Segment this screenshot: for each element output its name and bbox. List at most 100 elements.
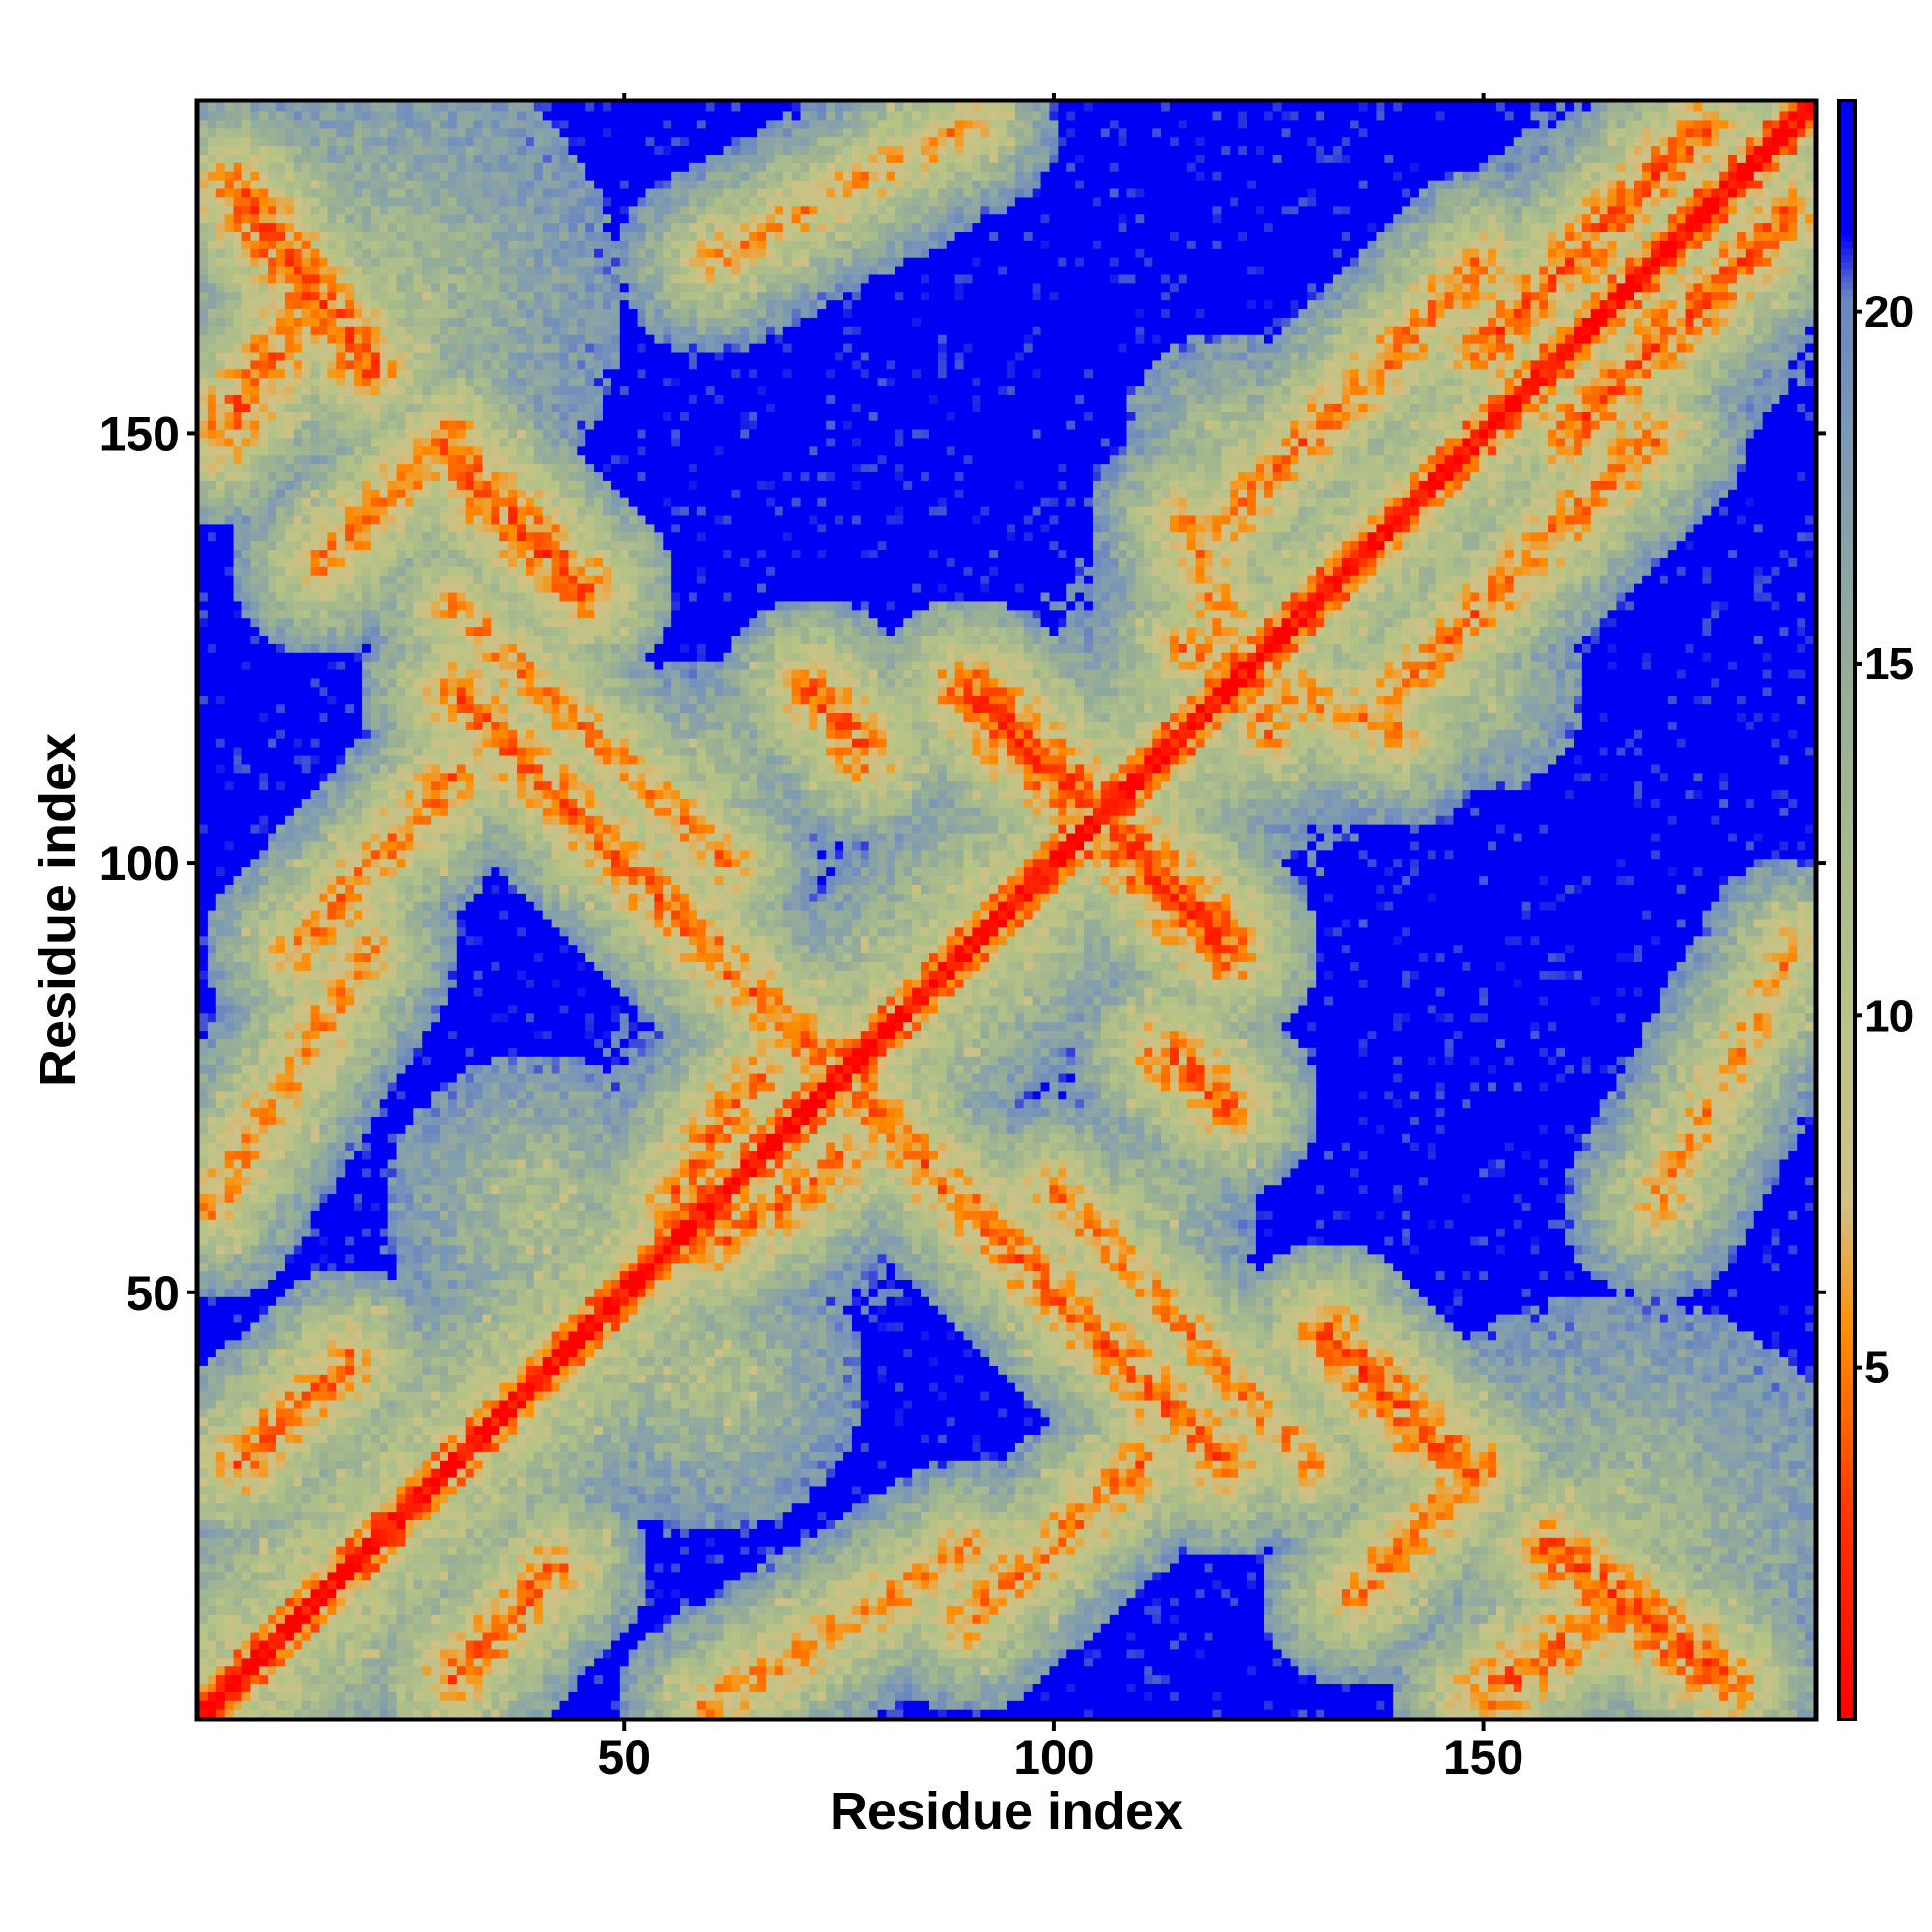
heatmap-cell bbox=[1797, 1632, 1805, 1640]
heatmap-cell bbox=[1033, 1546, 1041, 1554]
heatmap-cell bbox=[1093, 1546, 1101, 1554]
heatmap-cell bbox=[1522, 1675, 1531, 1684]
heatmap-cell bbox=[362, 1512, 371, 1520]
heatmap-cell bbox=[276, 1640, 285, 1649]
heatmap-cell bbox=[242, 1580, 250, 1589]
heatmap-cell bbox=[1298, 1614, 1307, 1623]
heatmap-cell bbox=[1152, 1554, 1161, 1563]
heatmap-cell bbox=[749, 1597, 757, 1605]
heatmap-cell bbox=[964, 1632, 973, 1640]
heatmap-cell bbox=[371, 1563, 380, 1572]
heatmap-cell bbox=[1333, 1503, 1342, 1512]
heatmap-cell bbox=[1788, 1563, 1797, 1572]
heatmap-cell bbox=[1144, 1494, 1152, 1503]
heatmap-cell bbox=[1677, 1563, 1686, 1572]
heatmap-cell bbox=[1101, 1614, 1110, 1623]
heatmap-cell bbox=[1093, 1512, 1101, 1520]
heatmap-cell bbox=[1728, 1623, 1737, 1632]
heatmap-cell bbox=[1256, 1554, 1264, 1563]
heatmap-cell bbox=[817, 1614, 826, 1623]
heatmap-cell bbox=[1066, 1666, 1075, 1675]
heatmap-cell bbox=[552, 1589, 560, 1598]
heatmap-cell bbox=[1290, 1537, 1298, 1546]
heatmap-cell bbox=[354, 1605, 362, 1614]
heatmap-cell bbox=[1298, 1494, 1307, 1503]
heatmap-cell bbox=[1453, 1494, 1462, 1503]
heatmap-cell bbox=[336, 1709, 345, 1718]
heatmap-cell bbox=[1290, 1512, 1298, 1520]
heatmap-cell bbox=[663, 1623, 671, 1632]
heatmap-cell bbox=[543, 1554, 552, 1563]
heatmap-cell bbox=[1084, 1537, 1093, 1546]
heatmap-cell bbox=[775, 1709, 783, 1718]
heatmap-cell bbox=[208, 1632, 216, 1640]
heatmap-cell bbox=[526, 1554, 534, 1563]
heatmap-cell bbox=[405, 1623, 413, 1632]
heatmap-cell bbox=[1196, 1675, 1205, 1684]
heatmap-cell bbox=[1625, 1554, 1634, 1563]
heatmap-cell bbox=[1316, 1683, 1324, 1691]
heatmap-cell bbox=[775, 1597, 783, 1605]
heatmap-cell bbox=[740, 1709, 749, 1718]
heatmap-cell bbox=[1505, 1537, 1514, 1546]
heatmap-cell bbox=[1205, 1563, 1213, 1572]
heatmap-cell bbox=[1642, 1563, 1651, 1572]
heatmap-cell bbox=[1772, 1666, 1780, 1675]
heatmap-cell bbox=[1496, 1494, 1505, 1503]
heatmap-cell bbox=[1779, 1700, 1788, 1709]
heatmap-cell bbox=[1522, 1563, 1531, 1572]
heatmap-cell bbox=[929, 1683, 938, 1691]
heatmap-cell bbox=[955, 1700, 964, 1709]
heatmap-cell bbox=[1600, 1691, 1608, 1700]
heatmap-cell bbox=[285, 1494, 294, 1503]
heatmap-cell bbox=[1779, 1640, 1788, 1649]
heatmap-cell bbox=[354, 1494, 362, 1503]
heatmap-cell bbox=[843, 1580, 852, 1589]
heatmap-cell bbox=[1772, 1700, 1780, 1709]
heatmap-cell bbox=[482, 1666, 491, 1675]
heatmap-cell bbox=[1779, 1520, 1788, 1528]
heatmap-cell bbox=[697, 1572, 706, 1580]
heatmap-cell bbox=[1488, 1554, 1496, 1563]
heatmap-cell bbox=[1797, 1675, 1805, 1684]
heatmap-cell bbox=[1049, 1623, 1058, 1632]
heatmap-cell bbox=[817, 1623, 826, 1632]
heatmap-cell bbox=[1368, 1563, 1377, 1572]
heatmap-cell bbox=[594, 1512, 603, 1520]
heatmap-cell bbox=[1677, 1537, 1686, 1546]
heatmap-cell bbox=[998, 1666, 1007, 1675]
heatmap-cell bbox=[1307, 1658, 1316, 1666]
heatmap-cell bbox=[208, 1597, 216, 1605]
heatmap-cell bbox=[1196, 1614, 1205, 1623]
heatmap-cell bbox=[1350, 1700, 1359, 1709]
heatmap-cell bbox=[680, 1528, 689, 1537]
heatmap-cell bbox=[1505, 1623, 1514, 1632]
heatmap-cell bbox=[199, 1537, 208, 1546]
heatmap-cell bbox=[311, 1632, 320, 1640]
heatmap-cell bbox=[1737, 1691, 1746, 1700]
heatmap-cell bbox=[1608, 1623, 1617, 1632]
heatmap-cell bbox=[663, 1683, 671, 1691]
heatmap-cell bbox=[1737, 1563, 1746, 1572]
heatmap-cell bbox=[1316, 1503, 1324, 1512]
heatmap-cell bbox=[895, 1700, 903, 1709]
heatmap-cell bbox=[1737, 1580, 1746, 1589]
heatmap-cell bbox=[1479, 1503, 1488, 1512]
heatmap-cell bbox=[1324, 1589, 1333, 1598]
heatmap-cell bbox=[947, 1605, 955, 1614]
heatmap-cell bbox=[1763, 1528, 1772, 1537]
heatmap-cell bbox=[1024, 1537, 1033, 1546]
heatmap-cell bbox=[809, 1709, 817, 1718]
heatmap-cell bbox=[250, 1700, 259, 1709]
heatmap-cell bbox=[1127, 1537, 1136, 1546]
heatmap-cell bbox=[989, 1537, 998, 1546]
heatmap-cell bbox=[638, 1537, 646, 1546]
heatmap-cell bbox=[1084, 1666, 1093, 1675]
heatmap-cell bbox=[362, 1486, 371, 1494]
heatmap-cell bbox=[783, 1563, 792, 1572]
heatmap-cell bbox=[1264, 1554, 1273, 1563]
heatmap-cell bbox=[397, 1546, 406, 1554]
heatmap-cell bbox=[671, 1597, 680, 1605]
heatmap-cell bbox=[1110, 1632, 1119, 1640]
heatmap-cell bbox=[1033, 1709, 1041, 1718]
